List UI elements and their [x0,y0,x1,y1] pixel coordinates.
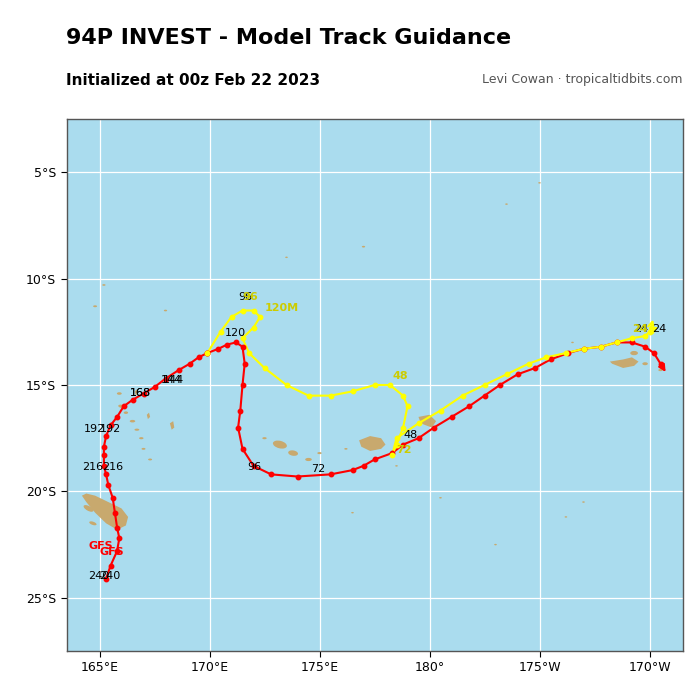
Text: 48: 48 [392,370,407,381]
Ellipse shape [538,182,541,183]
Text: 24: 24 [634,324,648,334]
Text: 48: 48 [403,430,417,440]
Ellipse shape [505,204,508,205]
Text: Initialized at 00z Feb 22 2023: Initialized at 00z Feb 22 2023 [66,73,321,88]
Text: 192: 192 [99,424,121,434]
Text: 96: 96 [242,292,258,302]
Ellipse shape [494,544,497,545]
Ellipse shape [139,437,144,440]
Ellipse shape [164,309,167,312]
Text: GFS: GFS [99,547,124,557]
Text: 144: 144 [161,375,183,385]
Ellipse shape [305,458,312,461]
Ellipse shape [658,369,663,371]
Ellipse shape [115,518,119,520]
Text: 192: 192 [84,424,105,434]
Ellipse shape [351,512,354,513]
Ellipse shape [439,497,442,498]
Ellipse shape [571,342,574,343]
Ellipse shape [565,516,567,518]
Polygon shape [82,494,128,530]
Ellipse shape [117,392,122,395]
Ellipse shape [262,437,267,440]
Ellipse shape [317,452,322,454]
Text: 144: 144 [163,375,185,385]
Ellipse shape [134,428,139,430]
Ellipse shape [130,420,135,423]
Polygon shape [134,389,138,396]
Ellipse shape [102,284,106,286]
Polygon shape [610,357,638,368]
Ellipse shape [148,458,152,461]
Ellipse shape [516,374,519,375]
Text: 120: 120 [225,328,246,338]
Ellipse shape [582,501,584,503]
Ellipse shape [141,448,146,450]
Text: 24: 24 [632,324,648,334]
Ellipse shape [630,351,638,355]
Ellipse shape [273,440,287,449]
Text: 120M: 120M [265,302,299,312]
Ellipse shape [288,450,298,456]
Text: 24: 24 [652,324,666,334]
Text: 216: 216 [82,462,103,472]
Ellipse shape [643,362,648,365]
Text: 240: 240 [88,570,110,580]
Ellipse shape [124,412,128,414]
Text: 94P INVEST - Model Track Guidance: 94P INVEST - Model Track Guidance [66,28,512,48]
Ellipse shape [362,246,365,248]
Text: 96: 96 [247,462,261,472]
Text: 216: 216 [102,462,122,472]
Text: 96: 96 [238,292,252,302]
Polygon shape [419,415,436,428]
Ellipse shape [285,257,288,258]
Text: 72: 72 [311,464,325,474]
Text: 72: 72 [396,445,412,455]
Polygon shape [147,413,150,419]
Polygon shape [170,421,174,430]
Ellipse shape [395,465,398,467]
Ellipse shape [93,305,97,307]
Text: GFS: GFS [88,541,113,551]
Text: 240: 240 [99,570,121,580]
Text: 168: 168 [130,388,151,398]
Text: 168: 168 [130,388,151,398]
Ellipse shape [118,405,125,408]
Ellipse shape [89,522,97,525]
Ellipse shape [344,448,348,449]
Text: Levi Cowan · tropicaltidbits.com: Levi Cowan · tropicaltidbits.com [482,73,682,86]
Polygon shape [359,436,386,451]
Ellipse shape [83,505,93,512]
